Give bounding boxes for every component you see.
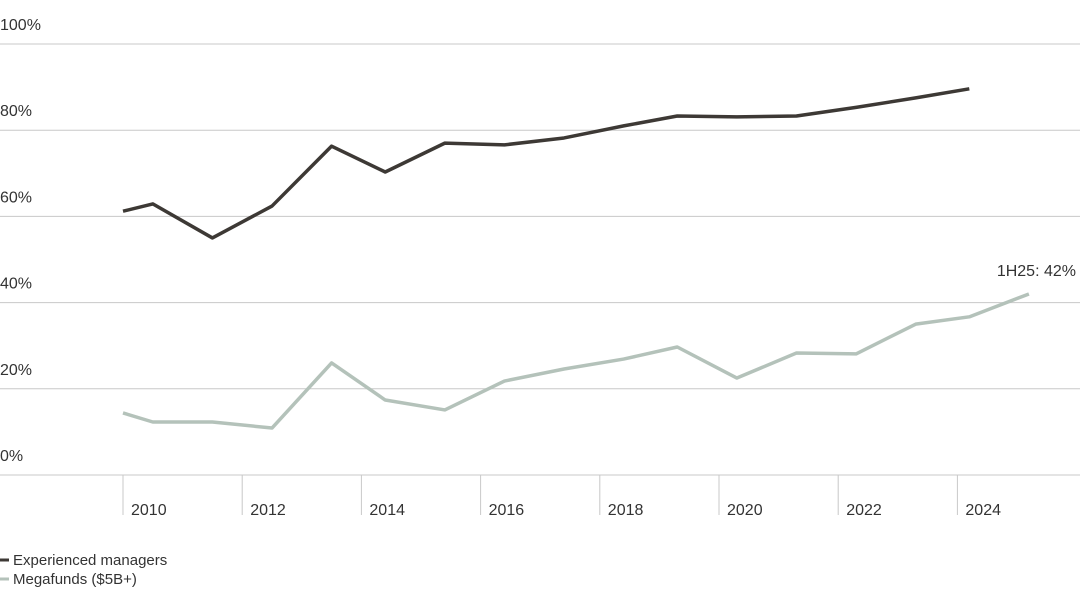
x-tick-label: 2020 bbox=[727, 502, 763, 519]
x-tick-label: 2024 bbox=[965, 502, 1001, 519]
x-tick-label: 2022 bbox=[846, 502, 882, 519]
y-tick-label: 0% bbox=[0, 448, 23, 465]
y-tick-label: 20% bbox=[0, 362, 32, 379]
x-tick-label: 2012 bbox=[250, 502, 286, 519]
series-line bbox=[122, 292, 1030, 430]
x-tick-label: 2016 bbox=[489, 502, 525, 519]
x-tick-label: 2018 bbox=[608, 502, 644, 519]
y-tick-label: 40% bbox=[0, 276, 32, 293]
annotation: 1H25: 42% bbox=[997, 263, 1076, 280]
y-tick-label: 80% bbox=[0, 103, 32, 120]
legend-label: Megafunds ($5B+) bbox=[13, 571, 137, 588]
x-tick-label: 2014 bbox=[369, 502, 405, 519]
series-line bbox=[122, 87, 970, 240]
legend-label: Experienced managers bbox=[13, 552, 167, 569]
y-tick-label: 60% bbox=[0, 189, 32, 206]
y-tick-label: 100% bbox=[0, 17, 41, 34]
x-tick-label: 2010 bbox=[131, 502, 167, 519]
